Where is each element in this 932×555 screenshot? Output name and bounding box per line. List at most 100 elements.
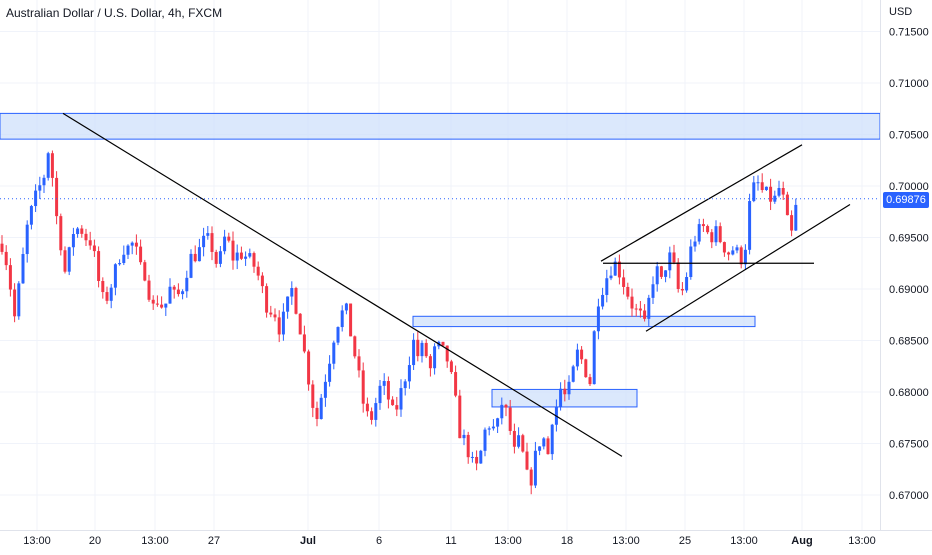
candle-body	[391, 399, 395, 406]
candle-body	[395, 405, 399, 410]
candle-body	[147, 280, 151, 300]
candle-body	[470, 456, 474, 458]
trend-lines[interactable]	[62, 112, 851, 457]
candle-body	[357, 356, 361, 371]
candle	[307, 349, 311, 391]
candle-body	[407, 365, 411, 382]
candle	[265, 283, 269, 318]
candle-body	[508, 407, 512, 431]
candle	[722, 241, 726, 257]
candle-body	[235, 252, 239, 261]
currency-label: USD	[889, 6, 913, 18]
candle-body	[210, 233, 214, 252]
y-tick-label: 0.69500	[889, 233, 929, 245]
candle	[302, 325, 306, 354]
candle-body	[223, 236, 227, 252]
candle-body	[164, 303, 168, 308]
candle-body	[424, 342, 428, 357]
candle-body	[475, 456, 479, 464]
candle	[193, 245, 197, 263]
candle	[412, 333, 416, 371]
candle-body	[55, 177, 59, 217]
candle	[483, 427, 487, 457]
candle	[92, 239, 96, 257]
candle-body	[584, 359, 588, 378]
candle-body	[50, 153, 54, 178]
candle-body	[500, 404, 504, 419]
candle-body	[546, 438, 550, 455]
candle-body	[412, 339, 416, 366]
x-axis[interactable]: 13:00 20 13:00 27 Jul 6 11 13:00 18 13:00 25 13:00 A…	[0, 530, 932, 548]
candle-body	[25, 224, 29, 255]
candle	[25, 220, 29, 263]
candle	[701, 218, 705, 232]
candle-body	[328, 363, 332, 382]
candle	[693, 235, 697, 252]
x-tick-label: 11	[445, 535, 456, 547]
candle	[370, 407, 374, 425]
candle-body	[344, 303, 348, 311]
candle-body	[336, 327, 340, 343]
candle	[626, 282, 630, 300]
candle	[714, 220, 718, 246]
candle	[336, 326, 340, 346]
candle	[655, 261, 659, 292]
candle	[319, 393, 323, 420]
candle-body	[458, 395, 462, 439]
candle-body	[491, 426, 495, 429]
candle	[277, 310, 281, 343]
candle	[504, 403, 508, 417]
candle	[710, 229, 714, 249]
candle-body	[567, 381, 571, 395]
candle-body	[118, 262, 122, 265]
candle	[689, 239, 693, 280]
candle	[764, 186, 768, 191]
demand-zone-mid	[412, 315, 756, 328]
zones	[0, 112, 881, 408]
candle	[491, 419, 495, 431]
candle	[109, 284, 113, 309]
candle	[4, 245, 8, 271]
candle	[298, 313, 302, 335]
candle	[706, 224, 710, 235]
candle	[630, 288, 634, 317]
y-tick-label: 0.68500	[889, 336, 929, 348]
y-tick-label: 0.69000	[889, 284, 929, 296]
candle-body	[756, 182, 760, 184]
candle-body	[449, 361, 453, 373]
candle	[218, 246, 222, 268]
candle	[458, 389, 462, 439]
candle-body	[290, 288, 294, 297]
candle-body	[664, 270, 668, 277]
last-price-tag: 0.69876	[883, 192, 929, 208]
candle	[697, 218, 701, 245]
y-tick-label: 0.70000	[889, 181, 929, 193]
candle-body	[113, 264, 117, 288]
candle	[659, 265, 663, 280]
y-axis[interactable]: 0.67000 0.67500 0.68000 0.68500 0.69000 0.695…	[880, 0, 929, 530]
candle-body	[790, 215, 794, 231]
candle-body	[672, 252, 676, 263]
candle-body	[122, 254, 126, 263]
y-tick-label: 0.68000	[889, 387, 929, 399]
candle-body	[248, 253, 252, 257]
candle-body	[433, 346, 437, 369]
candle-body	[302, 334, 306, 352]
candle	[517, 427, 521, 449]
candle	[580, 346, 584, 364]
candle-body	[668, 252, 672, 271]
candle	[143, 259, 147, 282]
candle	[424, 339, 428, 358]
candle-body	[479, 450, 483, 464]
x-tick-label: 20	[89, 535, 101, 547]
candle	[525, 442, 529, 471]
candle	[155, 295, 159, 307]
candle	[223, 229, 227, 255]
candle	[529, 467, 533, 495]
candle-body	[722, 242, 726, 253]
candle-body	[659, 266, 663, 277]
candle-body	[735, 247, 739, 251]
candle	[395, 396, 399, 417]
